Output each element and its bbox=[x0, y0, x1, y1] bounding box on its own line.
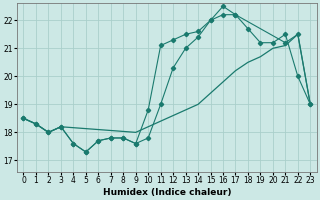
X-axis label: Humidex (Indice chaleur): Humidex (Indice chaleur) bbox=[103, 188, 231, 197]
